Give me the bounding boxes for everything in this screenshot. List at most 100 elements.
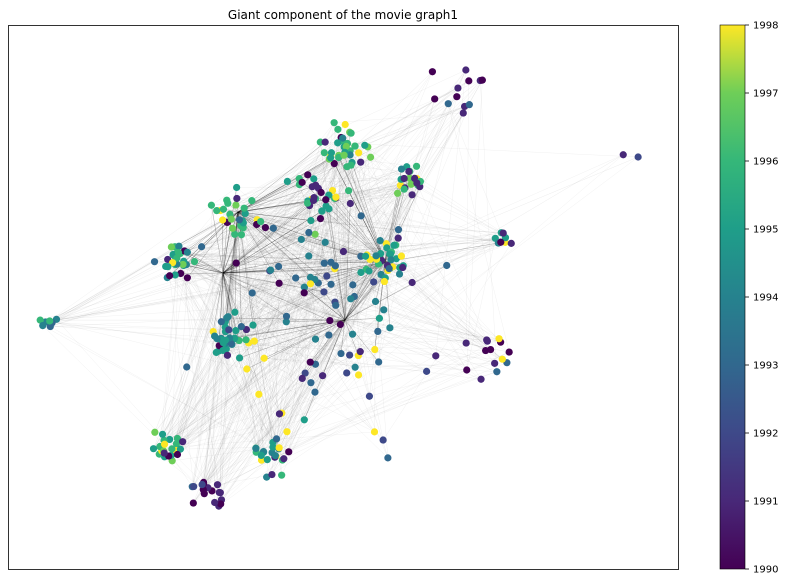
- graph-edge: [344, 154, 624, 321]
- graph-edge: [203, 266, 393, 486]
- graph-edge: [201, 246, 229, 317]
- graph-node: [399, 263, 407, 272]
- graph-edge: [163, 368, 248, 441]
- graph-edge: [222, 178, 415, 274]
- graph-edge: [237, 211, 276, 458]
- graph-edge: [266, 259, 392, 478]
- graph-edge: [234, 265, 447, 340]
- graph-edge: [304, 286, 346, 321]
- graph-edge: [324, 152, 390, 255]
- graph-edge: [271, 342, 467, 475]
- graph-edge: [175, 333, 353, 451]
- graph-edge: [175, 257, 346, 321]
- graph-edge: [227, 178, 417, 223]
- graph-node: [224, 199, 232, 207]
- graph-node: [231, 308, 239, 316]
- graph-edge: [218, 272, 224, 346]
- graph-edge: [260, 221, 376, 302]
- graph-edge: [229, 319, 346, 339]
- graph-edge: [237, 211, 387, 249]
- graph-edge: [216, 352, 280, 448]
- graph-edge: [222, 272, 359, 376]
- graph-edge: [375, 301, 501, 343]
- graph-node: [400, 174, 408, 183]
- graph-edge: [169, 275, 329, 336]
- graph-edge: [237, 211, 330, 336]
- graph-edge: [235, 263, 262, 456]
- graph-edge: [237, 211, 501, 243]
- graph-node: [243, 365, 251, 373]
- graph-edge: [410, 184, 502, 233]
- colorbar-tick-label: 1991: [753, 497, 778, 508]
- graph-edge: [226, 334, 329, 350]
- graph-edge: [307, 80, 469, 176]
- graph-node: [235, 354, 244, 362]
- graph-node: [634, 153, 642, 161]
- graph-edge: [360, 256, 508, 363]
- graph-edge: [344, 319, 359, 356]
- graph-edge: [344, 203, 351, 321]
- graph-edge: [222, 181, 288, 351]
- graph-edge: [193, 259, 371, 504]
- graph-edge: [342, 138, 346, 321]
- graph-node: [323, 272, 331, 280]
- graph-edge: [222, 272, 491, 350]
- graph-edge: [310, 71, 433, 284]
- graph-node: [395, 270, 404, 278]
- graph-edge: [204, 272, 224, 494]
- graph-node: [150, 258, 159, 266]
- graph-edge: [241, 309, 384, 327]
- graph-node: [375, 314, 384, 322]
- graph-edge: [314, 190, 349, 280]
- graph-edge: [183, 265, 204, 490]
- graph-edge: [222, 80, 481, 274]
- graph-edge: [235, 330, 280, 448]
- graph-edge: [434, 87, 459, 100]
- graph-node: [307, 216, 315, 225]
- graph-node: [311, 335, 320, 343]
- graph-node: [171, 271, 179, 279]
- graph-edge: [243, 208, 264, 453]
- graph-edge: [176, 257, 389, 268]
- graph-node: [334, 125, 342, 133]
- graph-edge: [161, 252, 179, 451]
- graph-node: [310, 175, 318, 183]
- graph-edge: [171, 246, 391, 261]
- graph-edge: [220, 270, 389, 493]
- graph-edge: [186, 366, 283, 461]
- graph-edge: [226, 200, 346, 321]
- graph-edge: [225, 177, 410, 344]
- graph-edge: [173, 254, 400, 268]
- graph-node: [183, 274, 191, 282]
- graph-edge: [283, 261, 386, 459]
- graph-edge: [194, 261, 224, 274]
- graph-node: [219, 205, 228, 213]
- graph-edge: [218, 261, 386, 507]
- graph-edge: [241, 224, 305, 420]
- graph-edge: [234, 178, 300, 339]
- graph-node: [272, 435, 281, 443]
- graph-edge: [271, 259, 377, 475]
- graph-edge: [175, 188, 405, 258]
- graph-edge: [264, 357, 427, 372]
- graph-node: [248, 197, 256, 205]
- graph-edge: [237, 211, 326, 243]
- graph-edge: [302, 179, 402, 183]
- graph-edge: [222, 152, 332, 274]
- graph-edge: [176, 253, 389, 459]
- graph-edge: [222, 272, 237, 331]
- graph-edge: [211, 205, 224, 274]
- graph-node: [228, 224, 237, 232]
- graph-edge: [237, 211, 506, 243]
- graph-edge: [222, 272, 497, 372]
- graph-node: [345, 187, 353, 195]
- graph-node: [263, 455, 271, 464]
- graph-edge: [309, 80, 469, 206]
- graph-node: [177, 269, 185, 278]
- graph-node: [233, 183, 241, 192]
- graph-edge: [266, 181, 288, 478]
- graph-edge: [349, 354, 467, 371]
- graph-edge: [282, 261, 386, 461]
- graph-edge: [279, 188, 319, 414]
- graph-node: [343, 369, 351, 377]
